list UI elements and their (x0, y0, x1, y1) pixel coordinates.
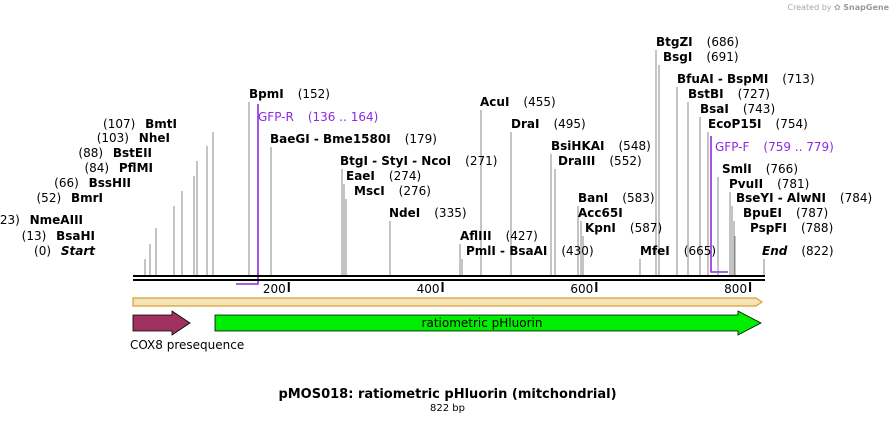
sequence-backbone (133, 275, 765, 281)
cut-site-label: BanI (583) (578, 191, 655, 205)
cut-site-label: (107) BmtI (103, 117, 177, 131)
cut-site-label: AflIII (427) (460, 229, 538, 243)
cut-site-label: MfeI (665) (640, 244, 716, 258)
cut-site-label: PspFI (788) (750, 221, 833, 235)
cut-site-label: (13) BsaHI (22, 229, 95, 243)
primer-label: GFP-R (136 .. 164) (258, 110, 378, 124)
cut-site-label: Acc65I (578, 206, 623, 220)
cut-site-label: (88) BstEII (78, 146, 152, 160)
primer-label: GFP-F (759 .. 779) (715, 140, 834, 154)
construct-bar (132, 297, 764, 307)
ruler-tick-label: 600 (570, 282, 593, 296)
snapgene-credit: Created by ✿ SnapGene (787, 3, 889, 12)
cut-site-label: EaeI (274) (346, 169, 421, 183)
cut-site-label: End (822) (762, 244, 834, 258)
cut-site-label: (23) NmeAIII (0, 213, 83, 227)
feature-ratiometric-phluorin: ratiometric pHluorin (214, 310, 762, 336)
cut-site-label: AcuI (455) (480, 95, 556, 109)
cut-site-label: KpnI (587) (585, 221, 662, 235)
primer-annotations: GFP-R (136 .. 164) GFP-F (759 .. 779) (236, 104, 834, 285)
cut-site-label: BfuAI - BspMI (713) (677, 72, 815, 86)
ruler-tick-label: 800 (724, 282, 747, 296)
plasmid-length: 822 bp (430, 403, 465, 414)
feature-cox8-presequence: COX8 presequence (130, 310, 244, 352)
cut-site-label: BaeGI - Bme1580I (179) (270, 132, 437, 146)
cut-site-labels: (0) Start(13) BsaHI (23) NmeAIII (52) BmrI… (0, 35, 872, 258)
primer-arrow (236, 104, 259, 285)
cut-site-label: DraI (495) (511, 117, 586, 131)
cut-site-label: BsgI (691) (663, 50, 739, 64)
ruler-tick-label: 400 (417, 282, 440, 296)
credit-prefix: Created by (787, 3, 832, 12)
cut-site-label: NdeI (335) (389, 206, 467, 220)
cut-site-label: (103) NheI (97, 131, 170, 145)
feature-label-cox8: COX8 presequence (130, 338, 244, 352)
cut-site-label: BtgZI (686) (656, 35, 739, 49)
position-ruler: 200 400 600 800 (263, 282, 752, 296)
cut-site-label: MscI (276) (354, 184, 431, 198)
cut-site-label: BstBI (727) (688, 87, 770, 101)
cut-site-label: (0) Start (34, 244, 96, 258)
cut-site-label: BseYI - AlwNI (784) (736, 191, 872, 205)
cut-site-label: BsiHKAI (548) (551, 139, 651, 153)
cut-site-label: BpuEI (787) (743, 206, 828, 220)
cut-site-label: PmlI - BsaAI (430) (466, 244, 594, 258)
credit-brand: SnapGene (843, 3, 889, 12)
cut-site-label: (52) BmrI (37, 191, 104, 205)
ruler-tick-label: 200 (263, 282, 286, 296)
cut-site-label: (84) PflMI (84, 161, 153, 175)
plasmid-title: pMOS018: ratiometric pHluorin (mitchondr… (278, 387, 617, 402)
cut-site-label: (66) BssHII (54, 176, 131, 190)
cut-site-label: SmlI (766) (722, 162, 798, 176)
primer-arrow (710, 136, 728, 273)
feature-label-phluorin: ratiometric pHluorin (422, 316, 543, 330)
cut-site-label: BtgI - StyI - NcoI (271) (340, 154, 497, 168)
cut-site-lines (144, 50, 765, 276)
cut-site-label: PvuII (781) (729, 177, 809, 191)
cut-site-label: BsaI (743) (700, 102, 775, 116)
cut-site-label: BpmI (152) (249, 87, 330, 101)
snapgene-logo-icon: ✿ (834, 3, 841, 12)
cut-site-label: EcoP15I (754) (708, 117, 808, 131)
cut-site-label: DraIII (552) (558, 154, 642, 168)
